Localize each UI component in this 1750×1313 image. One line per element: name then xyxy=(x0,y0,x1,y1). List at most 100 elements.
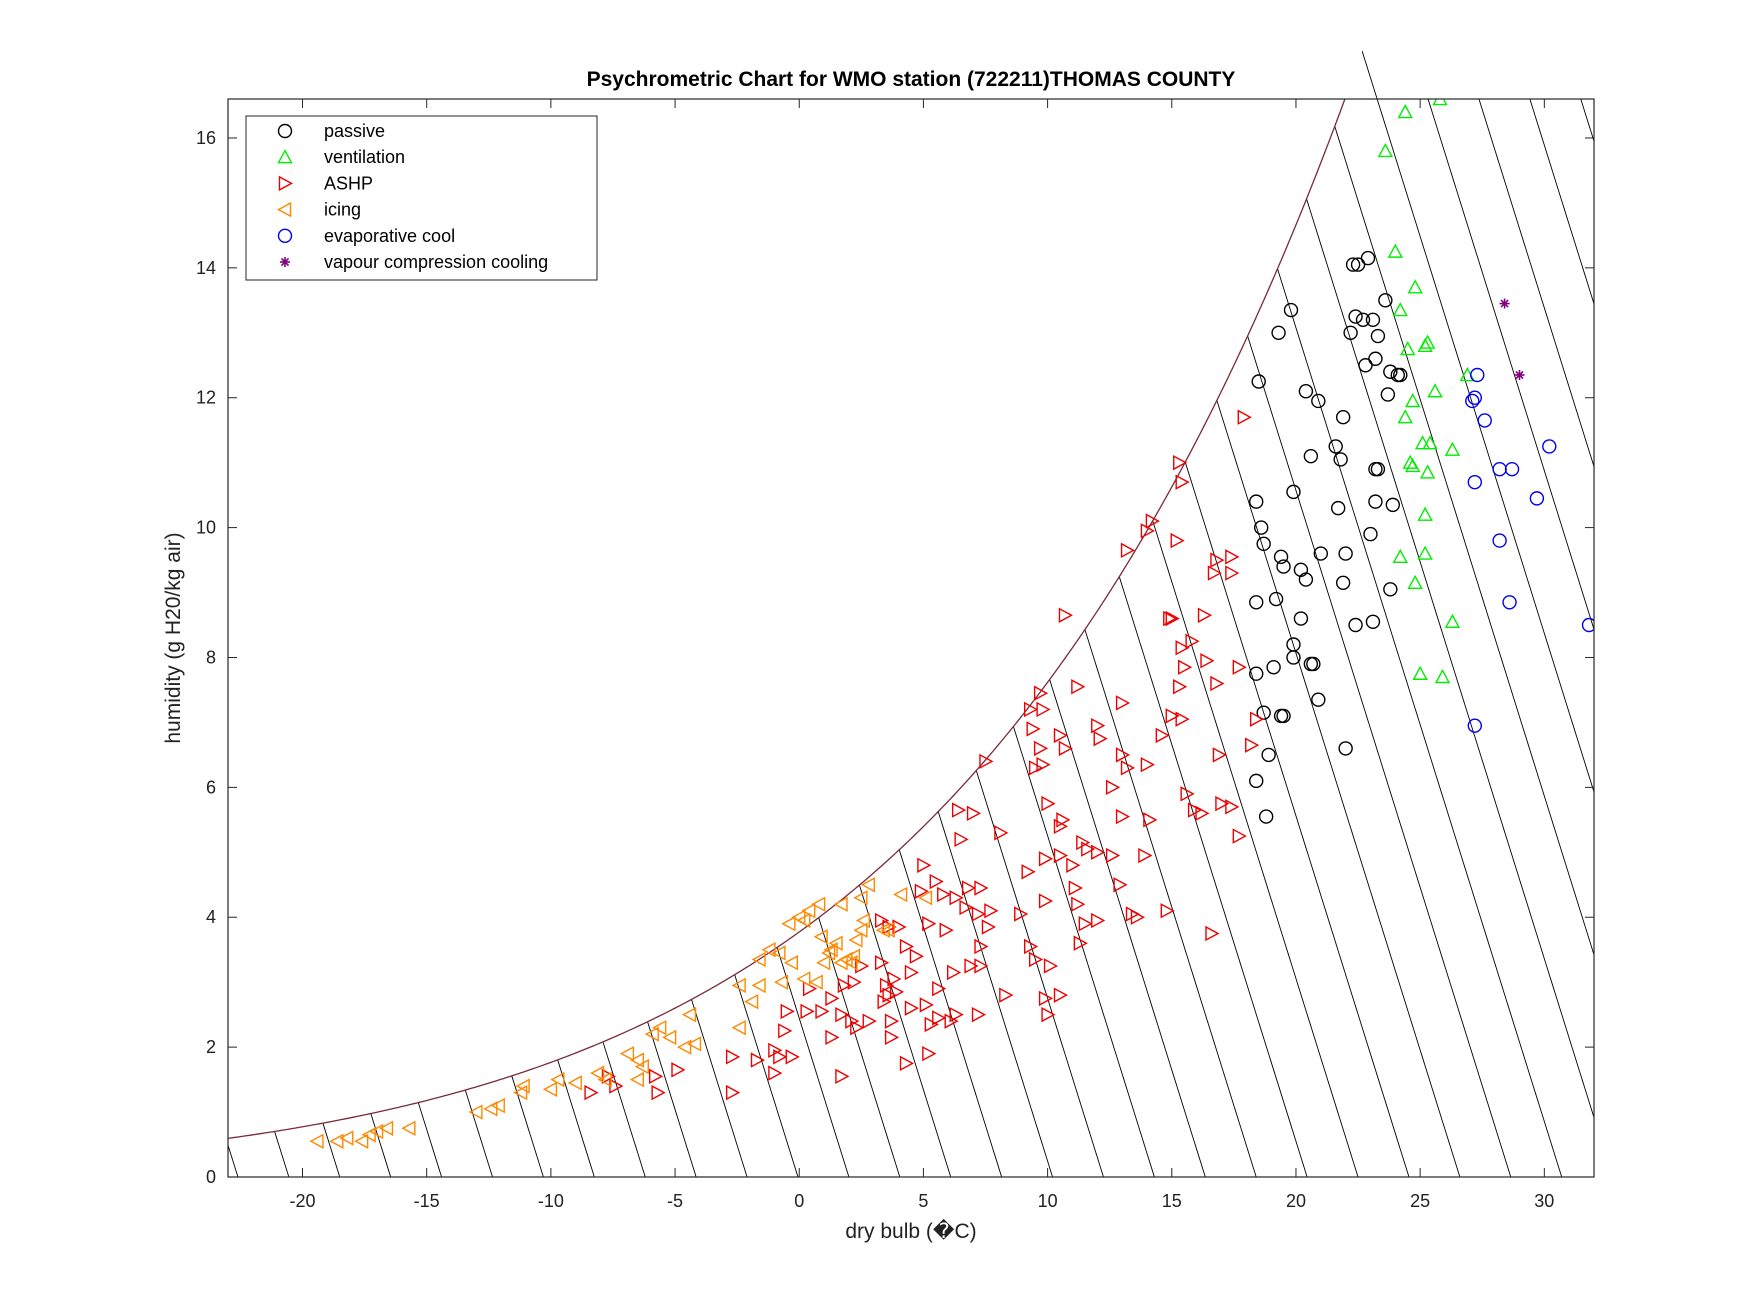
hatch-line-55 xyxy=(1165,0,1594,1177)
point-ASHP-49 xyxy=(1225,799,1240,815)
point-passive-14 xyxy=(1383,364,1398,379)
point-icing-27 xyxy=(686,1036,702,1052)
point-ASHP-110 xyxy=(855,958,870,974)
point-ASHP-113 xyxy=(879,977,895,994)
point-passive-39 xyxy=(1363,526,1378,542)
legend-entry-icing: icing xyxy=(277,200,361,220)
point-ASHP-8 xyxy=(1207,565,1222,581)
point-ASHP-51 xyxy=(1041,795,1056,812)
point-ASHP-121 xyxy=(815,1003,830,1020)
point-ASHP-111 xyxy=(847,974,862,990)
point-passive-29 xyxy=(1368,494,1383,509)
point-icing-15 xyxy=(567,1075,582,1091)
point-icing-21 xyxy=(629,1071,645,1088)
point-ASHP-106 xyxy=(974,958,989,974)
point-icing-55 xyxy=(860,877,876,893)
point-evaporative-cool-2 xyxy=(1467,390,1482,405)
point-ventilation-4 xyxy=(1407,279,1423,294)
point-evaporative-cool-3 xyxy=(1477,413,1492,428)
y-tick-label-5: 10 xyxy=(196,518,216,538)
x-tick-label-5: 5 xyxy=(918,1191,928,1211)
point-ASHP-66 xyxy=(1053,847,1068,864)
point-passive-46 xyxy=(1365,614,1381,629)
point-ASHP-92 xyxy=(939,922,954,938)
point-passive-50 xyxy=(1306,656,1321,672)
point-ventilation-5 xyxy=(1392,302,1408,317)
point-ASHP-93 xyxy=(971,906,987,922)
point-ASHP-136 xyxy=(971,1006,987,1023)
hatch-line-56 xyxy=(1216,0,1594,1177)
point-ASHP-64 xyxy=(1021,864,1036,880)
point-ASHP-15 xyxy=(1185,633,1200,649)
point-icing-62 xyxy=(808,974,823,990)
point-icing-54 xyxy=(853,890,868,906)
point-ASHP-58 xyxy=(994,825,1009,841)
point-icing-23 xyxy=(652,1019,667,1036)
point-icing-7 xyxy=(401,1120,416,1136)
point-ASHP-21 xyxy=(1173,679,1188,695)
point-icing-1 xyxy=(329,1133,344,1149)
point-ASHP-109 xyxy=(904,964,919,981)
point-ASHP-65 xyxy=(1038,851,1054,867)
point-ASHP-2 xyxy=(1175,474,1190,490)
point-evaporative-cool-12 xyxy=(1467,718,1482,733)
point-icing-53 xyxy=(843,955,858,971)
point-passive-2 xyxy=(1345,257,1361,272)
point-ASHP-86 xyxy=(1130,909,1145,925)
point-ventilation-18 xyxy=(1419,464,1436,479)
point-ventilation-19 xyxy=(1417,506,1433,521)
y-tick-label-6: 12 xyxy=(196,388,216,408)
point-ASHP-12 xyxy=(1163,610,1178,627)
point-ASHP-79 xyxy=(937,886,952,903)
point-ventilation-15 xyxy=(1444,441,1461,456)
point-icing-51 xyxy=(853,922,868,938)
point-passive-37 xyxy=(1313,546,1329,561)
point-ASHP-55 xyxy=(951,802,967,818)
point-ASHP-96 xyxy=(1091,912,1106,929)
point-icing-29 xyxy=(731,977,746,994)
point-passive-11 xyxy=(1251,374,1266,389)
point-ASHP-123 xyxy=(877,993,892,1010)
point-icing-13 xyxy=(542,1081,558,1098)
point-ASHP-138 xyxy=(778,1023,793,1039)
point-ASHP-135 xyxy=(944,1013,959,1029)
point-ASHP-56 xyxy=(966,805,982,822)
x-tick-label-8: 20 xyxy=(1286,1191,1306,1211)
point-ASHP-36 xyxy=(1093,730,1108,747)
point-ASHP-20 xyxy=(1232,659,1247,675)
point-icing-58 xyxy=(893,886,908,903)
point-passive-0 xyxy=(1283,302,1299,318)
point-passive-21 xyxy=(1328,439,1343,454)
point-ventilation-17 xyxy=(1405,457,1421,473)
point-ASHP-95 xyxy=(1078,916,1093,932)
point-ventilation-13 xyxy=(1414,435,1431,450)
point-ASHP-127 xyxy=(835,1006,850,1023)
x-tick-label-6: 10 xyxy=(1038,1191,1058,1211)
point-ASHP-14 xyxy=(1175,640,1190,656)
point-vapour-compression-cooling-0 xyxy=(1499,298,1510,309)
legend-marker-ASHP xyxy=(278,175,293,192)
point-passive-27 xyxy=(1286,484,1301,500)
point-evaporative-cool-0 xyxy=(1470,367,1485,383)
point-passive-52 xyxy=(1266,660,1281,675)
legend-label-passive: passive xyxy=(324,121,385,141)
point-icing-17 xyxy=(597,1071,612,1088)
point-ventilation-2 xyxy=(1377,142,1394,158)
point-passive-58 xyxy=(1338,741,1353,756)
point-ASHP-25 xyxy=(1036,701,1051,718)
point-ASHP-50 xyxy=(1195,805,1210,822)
point-icing-46 xyxy=(828,935,843,951)
point-ASHP-157 xyxy=(835,1068,850,1085)
point-ASHP-134 xyxy=(924,1016,939,1033)
point-ASHP-125 xyxy=(919,997,934,1013)
point-passive-60 xyxy=(1258,809,1274,824)
axis-ticks: -20 -15 -10 -5 0 5 10 15 20 25 30 0 2 4 6 8 10 12 14 16 xyxy=(196,99,1594,1211)
hatch-line-59 xyxy=(1368,0,1594,1177)
point-passive-16 xyxy=(1393,367,1408,383)
point-ASHP-59 xyxy=(1053,818,1068,834)
series-vapour-compression-cooling xyxy=(1499,298,1525,380)
point-ASHP-118 xyxy=(1038,990,1054,1007)
point-ASHP-39 xyxy=(1245,737,1260,753)
point-ASHP-0 xyxy=(1237,409,1252,425)
point-passive-3 xyxy=(1350,257,1366,272)
